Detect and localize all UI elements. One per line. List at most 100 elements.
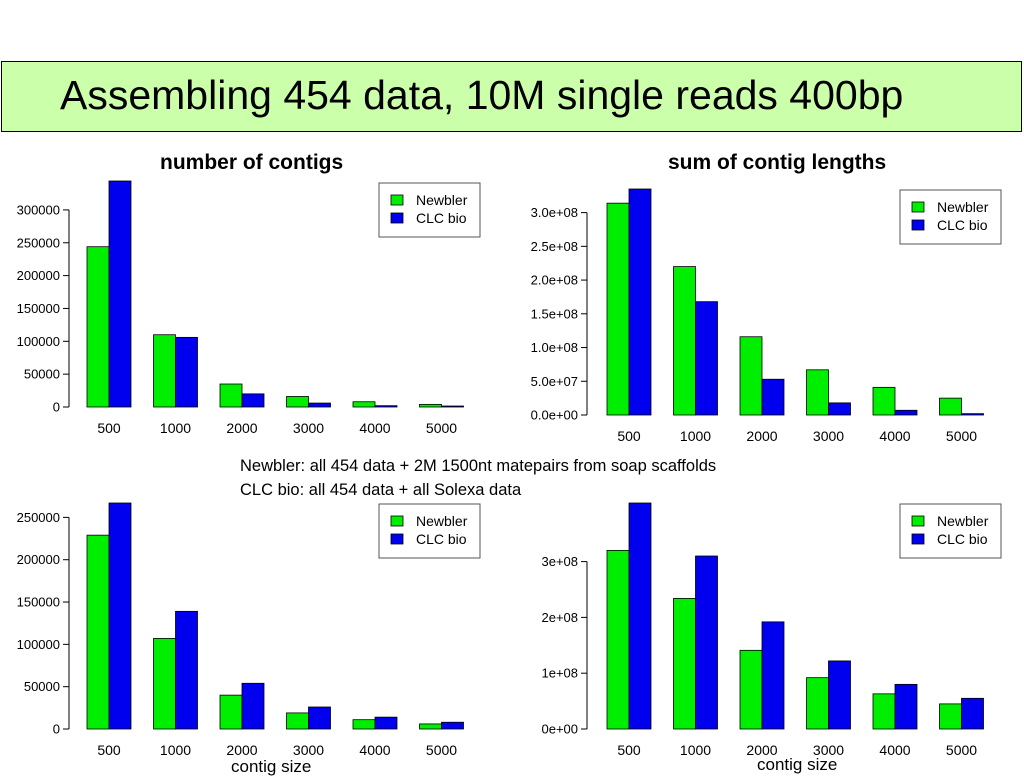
y-tick-label: 1.5e+08 <box>531 306 578 321</box>
bar-newbler-5000 <box>939 703 962 730</box>
x-tick-label: 3000 <box>813 742 844 758</box>
bar-clc-bio-5000 <box>441 721 464 730</box>
bar-clc-bio-4000 <box>894 683 918 730</box>
x-tick-label: 2000 <box>746 742 777 758</box>
y-tick-label: 50000 <box>24 679 60 694</box>
bar-clc-bio-500 <box>628 502 652 730</box>
bar-newbler-3000 <box>806 369 829 416</box>
legend-label-newbler: Newbler <box>416 192 468 208</box>
y-tick-label: 200000 <box>17 268 60 283</box>
note-clcbio: CLC bio: all 454 data + all Solexa data <box>240 481 522 499</box>
legend-label-clc-bio: CLC bio <box>937 217 988 233</box>
legend-swatch-clc-bio <box>390 533 404 545</box>
legend-swatch-clc-bio <box>911 533 925 545</box>
bar-clc-bio-500 <box>108 180 132 408</box>
legend-label-newbler: Newbler <box>416 513 468 529</box>
legend-box <box>899 189 1002 245</box>
bar-clc-bio-1000 <box>175 610 198 730</box>
legend-swatch-newbler <box>911 201 925 213</box>
x-tick-label: 4000 <box>359 420 390 436</box>
x-axis-label-right: contig size <box>757 755 838 774</box>
legend-label-clc-bio: CLC bio <box>416 531 467 547</box>
x-tick-label: 4000 <box>879 428 910 444</box>
bar-clc-bio-3000 <box>308 706 331 730</box>
bar-clc-bio-2000 <box>761 621 785 730</box>
bar-clc-bio-2000 <box>241 393 265 408</box>
bar-clc-bio-5000 <box>961 697 984 730</box>
legend-label-clc-bio: CLC bio <box>416 210 467 226</box>
bar-clc-bio-1000 <box>175 336 198 408</box>
y-tick-label: 0 <box>53 400 60 415</box>
y-tick-label: 1.0e+08 <box>531 340 578 355</box>
bar-clc-bio-4000 <box>374 405 398 408</box>
bar-newbler-4000 <box>872 386 896 416</box>
bar-newbler-2000 <box>739 649 763 730</box>
x-tick-label: 2000 <box>226 420 257 436</box>
y-tick-label: 150000 <box>17 595 60 610</box>
legend-label-newbler: Newbler <box>937 199 989 215</box>
bar-clc-bio-3000 <box>308 402 331 408</box>
bar-newbler-1000 <box>673 598 696 730</box>
bar-clc-bio-5000 <box>441 405 464 408</box>
y-tick-label: 100000 <box>17 334 60 349</box>
x-tick-label: 5000 <box>426 742 457 758</box>
bar-clc-bio-500 <box>108 502 132 730</box>
x-tick-label: 1000 <box>680 742 711 758</box>
x-tick-label: 3000 <box>293 420 324 436</box>
x-tick-label: 500 <box>617 428 641 444</box>
x-tick-label: 1000 <box>160 742 191 758</box>
bar-clc-bio-4000 <box>894 409 918 416</box>
y-tick-label: 300000 <box>17 202 60 217</box>
x-tick-label: 500 <box>97 742 121 758</box>
y-tick-label: 1e+08 <box>541 666 578 681</box>
x-axis-label-left: contig size <box>231 757 312 776</box>
legend-swatch-newbler <box>390 194 404 206</box>
x-tick-label: 4000 <box>879 742 910 758</box>
legend-box <box>378 503 481 559</box>
bar-clc-bio-3000 <box>828 402 851 416</box>
x-tick-label: 5000 <box>946 428 977 444</box>
legend-box <box>899 503 1002 559</box>
legend-swatch-clc-bio <box>390 212 404 224</box>
x-tick-label: 500 <box>97 420 121 436</box>
x-tick-label: 3000 <box>293 742 324 758</box>
bar-newbler-500 <box>606 550 630 730</box>
legend-label-clc-bio: CLC bio <box>937 531 988 547</box>
x-tick-label: 1000 <box>160 420 191 436</box>
x-tick-label: 500 <box>617 742 641 758</box>
y-tick-label: 100000 <box>17 637 60 652</box>
bar-clc-bio-2000 <box>761 378 785 416</box>
x-tick-label: 2000 <box>746 428 777 444</box>
y-tick-label: 200000 <box>17 552 60 567</box>
y-tick-label: 0 <box>53 722 60 737</box>
bar-clc-bio-3000 <box>828 660 851 730</box>
y-tick-label: 250000 <box>17 235 60 250</box>
panel-title-right: sum of contig lengths <box>668 151 887 174</box>
title-banner: Assembling 454 data, 10M single reads 40… <box>1 61 1022 132</box>
y-tick-label: 0e+00 <box>541 722 578 737</box>
y-tick-label: 3.0e+08 <box>531 205 578 220</box>
bar-clc-bio-5000 <box>961 413 984 416</box>
bar-clc-bio-2000 <box>241 682 265 730</box>
y-tick-label: 2.5e+08 <box>531 239 578 254</box>
x-tick-label: 1000 <box>680 428 711 444</box>
bar-newbler-5000 <box>939 397 962 416</box>
x-tick-label: 3000 <box>813 428 844 444</box>
slide-title: Assembling 454 data, 10M single reads 40… <box>60 72 904 118</box>
legend-label-newbler: Newbler <box>937 513 989 529</box>
y-tick-label: 250000 <box>17 510 60 525</box>
bar-newbler-4000 <box>872 693 896 730</box>
bar-newbler-4000 <box>352 401 376 408</box>
bar-newbler-2000 <box>739 336 763 416</box>
y-tick-label: 0.0e+00 <box>531 408 578 423</box>
x-tick-label: 2000 <box>226 742 257 758</box>
note-newbler: Newbler: all 454 data + 2M 1500nt matepa… <box>240 457 717 475</box>
bar-newbler-3000 <box>286 396 309 408</box>
bar-clc-bio-1000 <box>695 301 718 416</box>
legend-box <box>378 182 481 238</box>
bar-clc-bio-4000 <box>374 716 398 730</box>
panel-title-left: number of contigs <box>160 151 344 174</box>
